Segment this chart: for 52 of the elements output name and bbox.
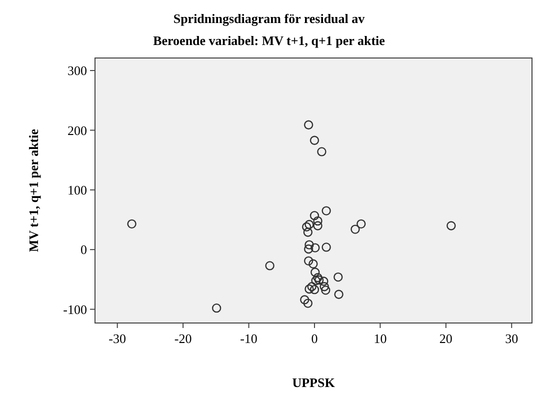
point: [322, 242, 331, 252]
x-tick-label: 30: [505, 331, 518, 346]
y-axis-title: MV t+1, q+1 per aktie: [26, 128, 41, 252]
y-tick-label: 100: [68, 182, 87, 198]
point: [356, 219, 366, 229]
x-tick-label: 10: [374, 331, 387, 346]
point: [310, 243, 320, 252]
point: [334, 290, 344, 299]
y-tick-label: 200: [68, 122, 87, 138]
point: [308, 259, 318, 269]
point: [310, 210, 320, 220]
point: [304, 120, 314, 130]
x-axis-title: UPPSK: [292, 375, 336, 390]
x-tick-label: 20: [439, 331, 452, 346]
point: [446, 221, 456, 230]
point: [350, 224, 360, 234]
x-tick-label: -30: [108, 331, 126, 346]
point: [303, 228, 313, 237]
point: [304, 256, 314, 266]
x-tick-label: -20: [174, 331, 192, 346]
point: [311, 276, 320, 286]
point: [303, 298, 313, 308]
point: [313, 221, 322, 230]
y-tick-label: 300: [68, 63, 87, 78]
y-tick-label: 0: [80, 242, 87, 258]
point: [300, 295, 310, 304]
chart-title: Spridningsdiagram för residual av: [173, 11, 366, 26]
x-tick-label: -10: [240, 331, 258, 346]
chart-subtitle: Beroende variabel: MV t+1, q+1 per aktie: [153, 33, 386, 48]
point: [265, 261, 274, 270]
point: [307, 282, 316, 292]
point: [310, 268, 320, 277]
point: [317, 147, 326, 156]
point: [127, 219, 136, 229]
point: [304, 220, 314, 230]
x-tick-label: 0: [311, 331, 318, 346]
point: [310, 284, 320, 294]
point: [334, 272, 343, 282]
point: [313, 216, 322, 226]
point: [322, 206, 331, 216]
point: [313, 273, 322, 282]
point: [304, 244, 314, 254]
point: [320, 282, 329, 292]
y-tick-label: -100: [63, 302, 87, 317]
point: [314, 275, 324, 285]
point: [304, 240, 314, 250]
point: [304, 284, 314, 294]
point: [319, 276, 328, 286]
point: [310, 136, 320, 145]
point: [212, 303, 222, 313]
point: [302, 222, 312, 232]
point: [321, 286, 330, 295]
